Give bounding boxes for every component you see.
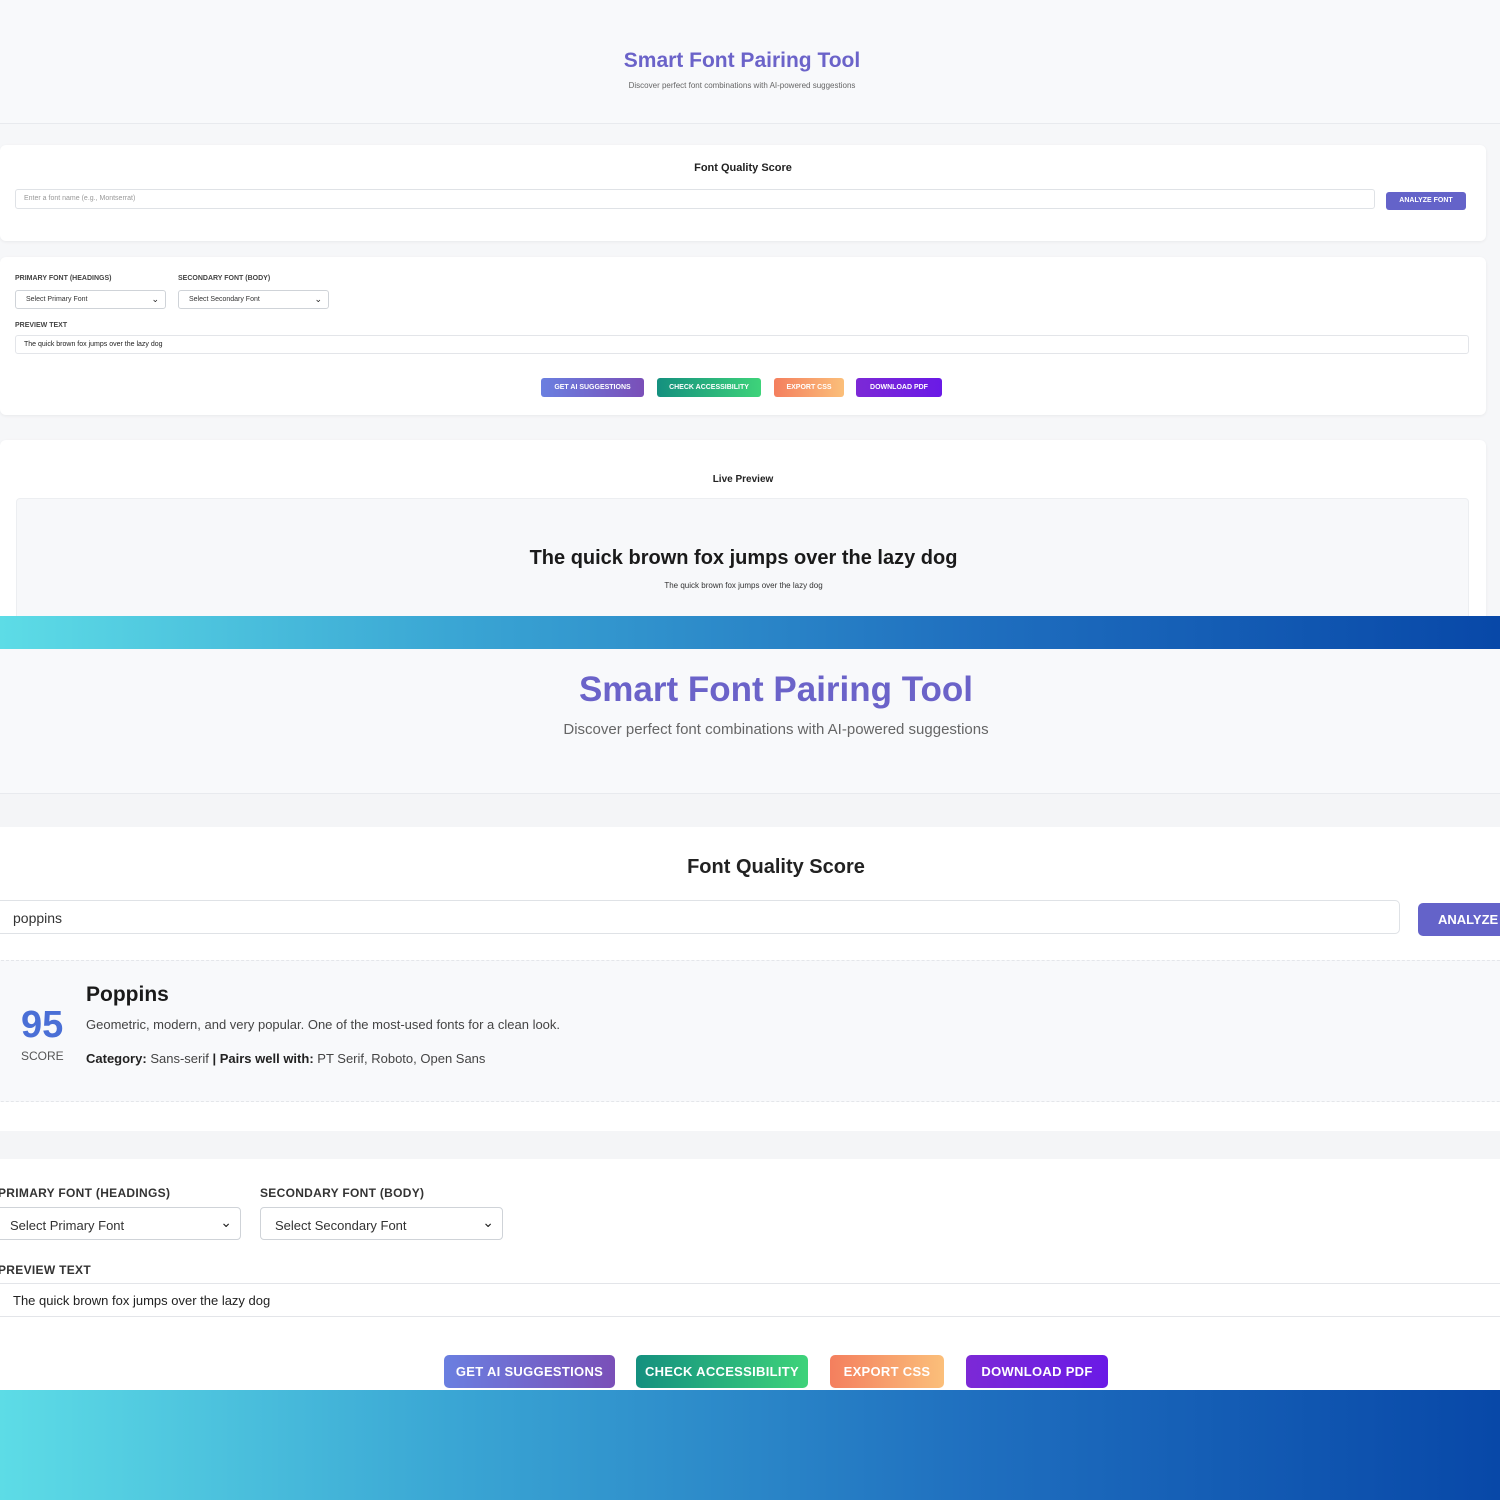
- font-controls-card: PRIMARY FONT (HEADINGS) Select Primary F…: [0, 257, 1486, 415]
- gradient-footer-band: [0, 1390, 1500, 1500]
- app-title: Smart Font Pairing Tool: [623, 49, 861, 72]
- score-value: 95: [21, 1004, 64, 1046]
- live-preview-heading-sample: The quick brown fox jumps over the lazy …: [529, 547, 958, 569]
- font-name-input[interactable]: poppins: [0, 900, 1400, 934]
- preview-text-input[interactable]: The quick brown fox jumps over the lazy …: [15, 335, 1469, 354]
- secondary-font-select[interactable]: Select Secondary Font ⌄: [260, 1207, 503, 1240]
- result-font-name: Poppins: [86, 983, 169, 1006]
- chevron-down-icon: ⌄: [151, 294, 159, 304]
- gradient-divider: [0, 616, 1500, 649]
- primary-font-label: PRIMARY FONT (HEADINGS): [0, 1186, 171, 1200]
- live-preview-box: The quick brown fox jumps over the lazy …: [16, 498, 1469, 616]
- meta-separator: |: [212, 1051, 217, 1066]
- primary-font-label: PRIMARY FONT (HEADINGS): [15, 275, 112, 282]
- font-quality-heading: Font Quality Score: [694, 162, 792, 174]
- live-preview-body-sample: The quick brown fox jumps over the lazy …: [664, 581, 823, 590]
- font-quality-card: Font Quality Score poppins ANALYZE FONT …: [0, 827, 1500, 1131]
- chevron-down-icon: ⌄: [314, 294, 322, 304]
- secondary-font-select[interactable]: Select Secondary Font ⌄: [178, 290, 329, 309]
- chevron-down-icon: ⌄: [482, 1214, 494, 1230]
- primary-font-select-value: Select Primary Font: [26, 296, 88, 303]
- app-header: Smart Font Pairing Tool Discover perfect…: [0, 649, 1500, 794]
- app-header: Smart Font Pairing Tool Discover perfect…: [0, 0, 1500, 124]
- download-pdf-button[interactable]: DOWNLOAD PDF: [856, 378, 942, 397]
- category-label: Category:: [86, 1051, 147, 1066]
- font-controls-card: PRIMARY FONT (HEADINGS) Select Primary F…: [0, 1159, 1500, 1390]
- pairs-value: PT Serif, Roboto, Open Sans: [317, 1051, 486, 1066]
- analyze-font-button[interactable]: ANALYZE FONT: [1418, 903, 1500, 936]
- get-ai-suggestions-button[interactable]: GET AI SUGGESTIONS: [541, 378, 644, 397]
- font-name-input[interactable]: Enter a font name (e.g., Montserrat): [15, 189, 1375, 209]
- check-accessibility-button[interactable]: CHECK ACCESSIBILITY: [636, 1355, 808, 1388]
- live-preview-card: Live Preview The quick brown fox jumps o…: [0, 440, 1486, 616]
- font-score-result: 95 SCORE Poppins Geometric, modern, and …: [0, 960, 1500, 1102]
- app-title: Smart Font Pairing Tool: [578, 670, 974, 709]
- screenshot-overview: Smart Font Pairing Tool Discover perfect…: [0, 0, 1500, 616]
- secondary-font-select-value: Select Secondary Font: [275, 1218, 407, 1233]
- primary-font-select[interactable]: Select Primary Font ⌄: [15, 290, 166, 309]
- analyze-font-button[interactable]: ANALYZE FONT: [1386, 192, 1466, 210]
- chevron-down-icon: ⌄: [220, 1214, 232, 1230]
- result-description: Geometric, modern, and very popular. One…: [86, 1017, 561, 1032]
- check-accessibility-button[interactable]: CHECK ACCESSIBILITY: [657, 378, 761, 397]
- result-meta: Category: Sans-serif | Pairs well with: …: [86, 1051, 485, 1066]
- category-value: Sans-serif: [150, 1051, 209, 1066]
- font-quality-card: Font Quality Score Enter a font name (e.…: [0, 145, 1486, 241]
- screenshot-detail: Smart Font Pairing Tool Discover perfect…: [0, 649, 1500, 1390]
- secondary-font-select-value: Select Secondary Font: [189, 296, 260, 303]
- section-spacer: [0, 794, 1500, 827]
- section-spacer: [0, 1131, 1500, 1159]
- pairs-label: Pairs well with:: [219, 1051, 314, 1066]
- secondary-font-label: SECONDARY FONT (BODY): [260, 1186, 425, 1200]
- export-css-button[interactable]: EXPORT CSS: [830, 1355, 944, 1388]
- font-quality-heading: Font Quality Score: [687, 856, 865, 878]
- preview-text-label: PREVIEW TEXT: [0, 1263, 91, 1277]
- app-subtitle: Discover perfect font combinations with …: [628, 81, 856, 90]
- secondary-font-label: SECONDARY FONT (BODY): [178, 275, 271, 282]
- primary-font-select-value: Select Primary Font: [10, 1218, 125, 1233]
- export-css-button[interactable]: EXPORT CSS: [774, 378, 844, 397]
- download-pdf-button[interactable]: DOWNLOAD PDF: [966, 1355, 1108, 1388]
- preview-text-input[interactable]: The quick brown fox jumps over the lazy …: [0, 1283, 1500, 1317]
- live-preview-heading: Live Preview: [712, 474, 774, 485]
- get-ai-suggestions-button[interactable]: GET AI SUGGESTIONS: [444, 1355, 615, 1388]
- app-subtitle: Discover perfect font combinations with …: [563, 721, 989, 738]
- primary-font-select[interactable]: Select Primary Font ⌄: [0, 1207, 241, 1240]
- preview-text-label: PREVIEW TEXT: [15, 322, 68, 329]
- score-label: SCORE: [21, 1049, 64, 1063]
